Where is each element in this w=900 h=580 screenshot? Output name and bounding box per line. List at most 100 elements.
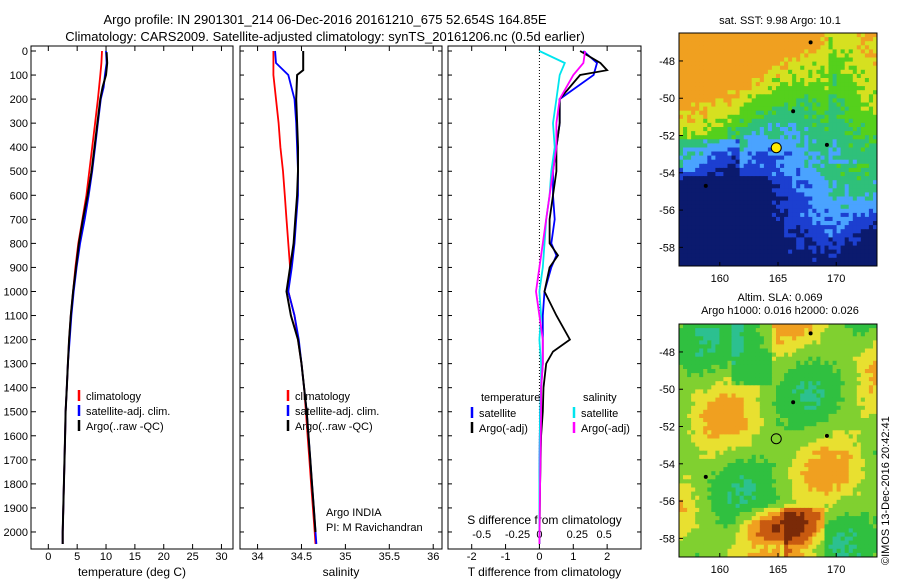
sla-cell xyxy=(691,442,696,448)
sst-cell xyxy=(877,237,882,242)
sla-cell xyxy=(780,401,785,407)
sst-cell xyxy=(812,143,817,148)
sst-cell xyxy=(780,147,785,153)
sst-cell xyxy=(771,102,777,108)
sst-cell xyxy=(711,94,716,99)
sla-cell xyxy=(699,344,704,349)
sla-cell xyxy=(739,348,745,354)
sla-cell xyxy=(691,434,696,439)
sst-cell xyxy=(683,82,688,87)
sst-cell xyxy=(699,118,704,124)
sla-cell xyxy=(767,401,773,407)
sst-cell xyxy=(780,249,785,255)
sst-cell xyxy=(796,180,801,185)
sla-cell xyxy=(715,422,720,427)
sst-cell xyxy=(873,192,877,197)
sla-cell xyxy=(755,377,761,382)
sla-cell xyxy=(784,332,789,337)
sst-cell xyxy=(691,82,696,87)
sst-cell xyxy=(763,114,769,120)
sst-cell xyxy=(820,167,825,173)
sst-cell xyxy=(824,159,830,165)
sst-cell xyxy=(877,94,882,99)
sst-cell xyxy=(751,49,757,54)
sla-cell xyxy=(687,389,692,394)
sst-cell xyxy=(804,216,809,222)
sst-cell xyxy=(873,200,877,206)
sla-cell xyxy=(776,471,781,476)
sla-cell xyxy=(873,438,877,444)
sla-cell xyxy=(679,409,684,415)
sla-cell xyxy=(864,458,870,464)
sla-cell xyxy=(828,409,834,415)
sst-cell xyxy=(723,192,728,197)
sla-cell xyxy=(751,422,757,427)
sst-cell xyxy=(792,163,797,169)
sst-cell xyxy=(751,131,757,136)
sst-cell xyxy=(771,159,777,165)
sla-cell xyxy=(808,369,813,374)
sst-cell xyxy=(856,204,862,210)
sla-cell xyxy=(800,340,805,345)
sst-cell xyxy=(711,61,716,67)
x-tick-label: 10 xyxy=(100,551,112,563)
legend-label: Argo(..raw -QC) xyxy=(295,421,373,433)
sst-cell xyxy=(739,188,745,193)
sla-cell xyxy=(695,418,700,423)
sla-cell xyxy=(828,442,834,448)
sst-cell xyxy=(852,98,858,103)
sla-cell xyxy=(743,401,749,407)
sst-cell xyxy=(776,37,781,42)
sla-cell xyxy=(804,381,809,386)
sst-cell xyxy=(743,49,749,54)
sla-cell xyxy=(792,450,797,456)
sst-cell xyxy=(687,53,692,58)
sla-cell xyxy=(800,385,805,390)
sst-cell xyxy=(848,249,854,255)
sst-cell xyxy=(723,94,728,99)
sst-cell xyxy=(877,213,882,218)
sst-cell xyxy=(683,151,688,157)
sst-cell xyxy=(723,98,728,103)
sst-cell xyxy=(844,188,850,193)
sst-cell xyxy=(687,94,692,99)
sst-cell xyxy=(755,131,761,136)
sst-cell xyxy=(808,94,813,99)
sst-cell xyxy=(864,139,870,144)
sst-cell xyxy=(719,167,724,173)
sla-cell xyxy=(711,430,716,435)
sla-cell xyxy=(792,324,797,329)
sst-cell xyxy=(840,127,846,132)
sst-cell xyxy=(804,159,809,165)
sla-cell xyxy=(683,352,688,358)
sst-cell xyxy=(864,225,870,230)
sla-cell xyxy=(747,393,753,399)
sst-cell xyxy=(840,69,846,75)
sla-cell xyxy=(719,446,724,452)
sst-cell xyxy=(743,172,749,177)
sla-cell xyxy=(856,454,862,460)
sst-cell xyxy=(679,159,684,165)
sla-cell xyxy=(723,471,728,476)
sst-cell xyxy=(691,147,696,153)
sst-cell xyxy=(679,57,684,63)
sst-cell xyxy=(727,86,733,91)
sla-cell xyxy=(784,471,789,476)
sst-cell xyxy=(856,151,862,157)
sst-cell xyxy=(731,184,737,189)
sla-cell xyxy=(731,430,737,435)
sla-cell xyxy=(703,332,708,337)
sla-cell xyxy=(771,418,777,423)
sst-cell xyxy=(852,33,858,38)
sst-cell xyxy=(703,86,708,91)
sst-cell xyxy=(808,200,813,206)
sla-cell xyxy=(776,364,781,370)
sst-cell xyxy=(844,249,850,255)
sst-cell xyxy=(771,167,777,173)
sla-cell xyxy=(695,438,700,444)
sst-cell xyxy=(715,139,720,144)
sla-cell xyxy=(800,442,805,448)
sla-cell xyxy=(723,348,728,354)
sla-cell xyxy=(707,405,712,411)
sla-cell xyxy=(840,434,846,439)
